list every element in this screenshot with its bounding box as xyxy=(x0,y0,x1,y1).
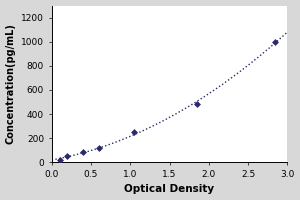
X-axis label: Optical Density: Optical Density xyxy=(124,184,214,194)
Y-axis label: Concentration(pg/mL): Concentration(pg/mL) xyxy=(6,23,16,144)
